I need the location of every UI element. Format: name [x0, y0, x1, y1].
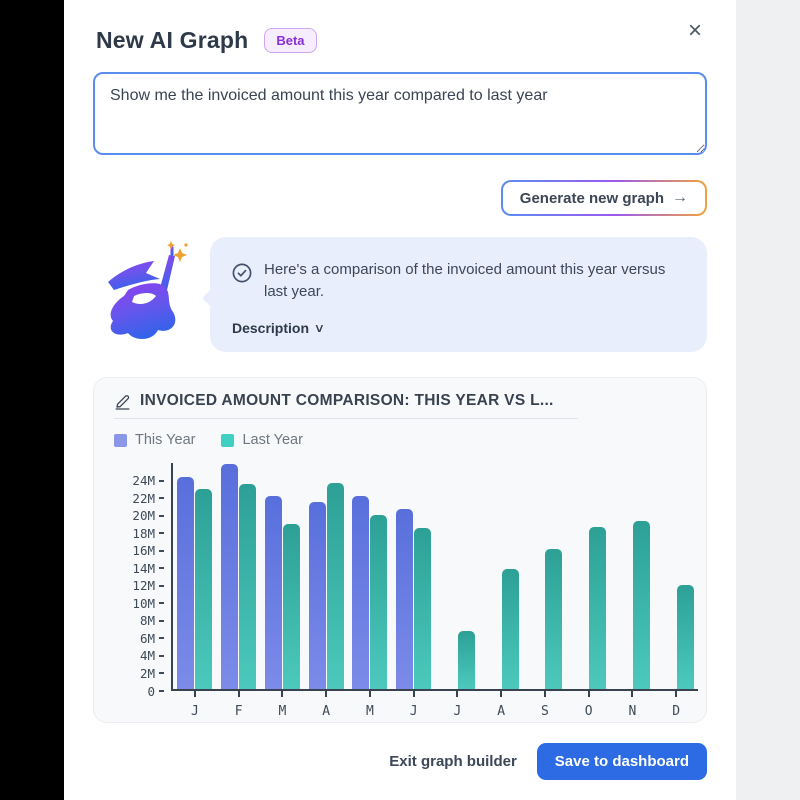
left-backdrop — [0, 0, 64, 800]
modal-header: New AI Graph Beta × — [96, 18, 712, 62]
generate-button-label: Generate new graph — [519, 189, 664, 207]
legend-item-last-year: Last Year — [221, 432, 303, 448]
bar-last-year — [239, 483, 257, 689]
x-axis-label: M — [365, 704, 374, 719]
month-group: O — [567, 463, 611, 719]
x-axis-tick — [237, 691, 240, 697]
month-group: M — [348, 463, 392, 719]
wizard-icon — [100, 238, 208, 344]
bar-last-year — [414, 527, 432, 689]
x-axis-label: O — [584, 704, 593, 719]
exit-graph-builder-button[interactable]: Exit graph builder — [385, 745, 521, 778]
graph-preview-card: INVOICED AMOUNT COMPARISON: THIS YEAR VS… — [93, 377, 707, 723]
assistant-message: Here's a comparison of the invoiced amou… — [264, 261, 666, 300]
prompt-input[interactable] — [93, 72, 707, 155]
graph-title-field[interactable]: INVOICED AMOUNT COMPARISON: THIS YEAR VS… — [114, 392, 578, 419]
month-group: S — [523, 463, 567, 719]
page-title: New AI Graph — [96, 26, 249, 53]
bar-this-year — [352, 496, 370, 689]
x-axis-label: A — [322, 704, 331, 719]
bar-last-year — [545, 548, 563, 689]
bar-this-year — [177, 476, 195, 689]
month-group: J — [436, 463, 480, 719]
x-axis-tick — [325, 691, 328, 697]
bar-last-year — [676, 584, 694, 689]
x-axis-label: N — [628, 704, 637, 719]
bar-last-year — [195, 489, 213, 689]
month-group: F — [217, 463, 261, 719]
modal-footer: Exit graph builder Save to dashboard — [385, 743, 707, 780]
y-axis-labels: 0 2M 4M 6M 8M 10M 12M 14M 16M 18M 20M 22M 24M — [112, 463, 164, 699]
bar-this-year — [396, 509, 414, 689]
bar-this-year — [221, 463, 239, 689]
chevron-down-icon: ∨ — [313, 321, 326, 335]
x-axis-label: F — [234, 704, 243, 719]
bar-last-year — [501, 568, 519, 689]
x-axis-tick — [281, 691, 284, 697]
description-label: Description — [232, 320, 310, 336]
x-axis-tick — [675, 691, 678, 697]
x-axis-tick — [368, 691, 371, 697]
bar-last-year — [632, 520, 650, 689]
x-axis-tick — [456, 691, 459, 697]
save-to-dashboard-button[interactable]: Save to dashboard — [536, 743, 707, 780]
x-axis-tick — [587, 691, 590, 697]
x-axis-tick — [193, 691, 196, 697]
x-axis-label: J — [409, 704, 418, 719]
bar-last-year — [282, 524, 300, 689]
generate-new-graph-button[interactable]: Generate new graph → — [501, 180, 707, 216]
month-group: A — [304, 463, 348, 719]
legend-label: Last Year — [242, 432, 303, 448]
x-axis-tick — [412, 691, 415, 697]
x-axis-label: A — [497, 704, 506, 719]
legend-item-this-year: This Year — [114, 432, 195, 448]
legend-swatch-last-year — [221, 433, 235, 447]
x-axis-label: S — [540, 704, 549, 719]
beta-badge: Beta — [264, 27, 317, 53]
description-toggle[interactable]: Description ∨ — [232, 320, 326, 336]
close-icon[interactable]: × — [687, 17, 702, 44]
month-group: A — [479, 463, 523, 719]
bar-last-year — [457, 631, 475, 689]
month-group: J — [392, 463, 436, 719]
bar-this-year — [308, 502, 326, 689]
month-group: N — [611, 463, 655, 719]
x-axis-tick — [631, 691, 634, 697]
bar-last-year — [326, 482, 344, 689]
assistant-message-bubble: Here's a comparison of the invoiced amou… — [202, 237, 707, 352]
right-backdrop — [736, 0, 800, 800]
check-circle-icon — [232, 263, 252, 283]
bar-chart: 0 2M 4M 6M 8M 10M 12M 14M 16M 18M 20M 22M 24M J F M A M J… — [94, 463, 706, 722]
new-ai-graph-modal: New AI Graph Beta × Generate new graph → — [64, 0, 736, 800]
x-axis-label: J — [453, 704, 462, 719]
month-group: J — [173, 463, 217, 719]
x-axis-label: M — [278, 704, 287, 719]
chart-legend: This Year Last Year — [114, 432, 303, 448]
month-group: D — [654, 463, 698, 719]
bar-last-year — [370, 515, 388, 689]
graph-title: INVOICED AMOUNT COMPARISON: THIS YEAR VS… — [140, 392, 554, 409]
x-axis-tick — [500, 691, 503, 697]
legend-label: This Year — [135, 432, 196, 448]
legend-swatch-this-year — [114, 433, 127, 447]
arrow-right-icon: → — [672, 189, 688, 206]
x-axis-tick — [543, 691, 546, 697]
month-group: M — [261, 463, 305, 719]
bar-last-year — [589, 526, 607, 689]
x-axis-label: J — [190, 704, 199, 719]
bar-this-year — [264, 496, 282, 689]
x-axis-label: D — [672, 704, 681, 719]
pencil-icon — [115, 394, 130, 410]
